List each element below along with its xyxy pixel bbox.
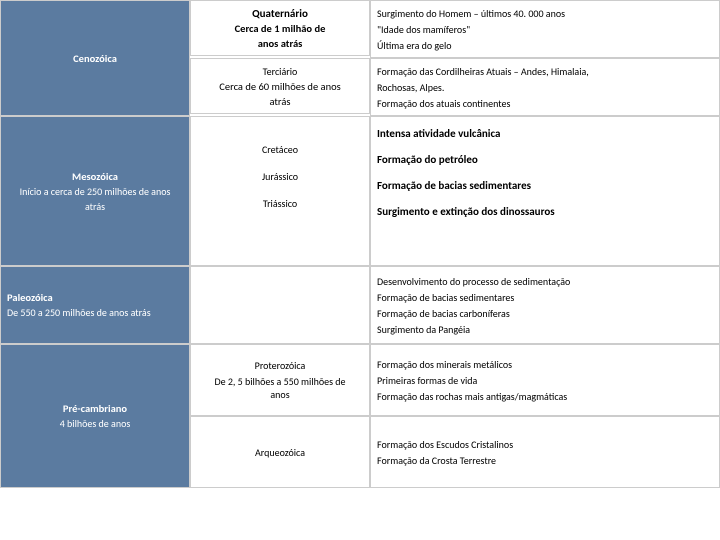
period-sub: Cerca de 1 milhão de: [235, 22, 326, 35]
event-line: Intensa atividade vulcânica: [377, 127, 713, 140]
era-precambriano: Pré-cambriano 4 bilhões de anos: [0, 344, 190, 488]
era-mesozoica: Mesozóica Início a cerca de 250 milhões …: [0, 116, 190, 266]
events-terciario: Formação das Cordilheiras Atuais – Andes…: [370, 58, 720, 116]
events-mesozoica: Intensa atividade vulcânica Formação do …: [370, 116, 720, 266]
event-line: Formação do petróleo: [377, 153, 713, 166]
era-sub: De 550 a 250 milhões de anos atrás: [7, 306, 151, 319]
period-heading: Terciário: [263, 65, 298, 78]
period-quaternario: Quaternário Cerca de 1 milhão de anos at…: [190, 0, 370, 56]
era-label: Mesozóica: [72, 170, 118, 183]
era-sub: Início a cerca de 250 milhões de anos: [20, 185, 171, 198]
era-label: Cenozóica: [73, 52, 117, 65]
event-line: Desenvolvimento do processo de sedimenta…: [377, 275, 713, 288]
period-proterozoica: Proterozóica De 2, 5 bilhões a 550 milhõ…: [190, 344, 370, 416]
era-label: Paleozóica: [7, 291, 53, 304]
event-line: Formação de bacias sedimentares: [377, 179, 713, 192]
events-quaternario: Surgimento do Homem – últimos 40. 000 an…: [370, 0, 720, 58]
event-line: Formação dos Escudos Cristalinos: [377, 438, 713, 451]
event-line: Formação das Cordilheiras Atuais – Andes…: [377, 65, 713, 78]
period-heading: Quaternário: [252, 7, 308, 20]
event-line: Formação da Crosta Terrestre: [377, 454, 713, 467]
period-heading: Proterozóica: [255, 359, 306, 372]
geologic-eras-table: Cenozóica Quaternário Cerca de 1 milhão …: [0, 0, 720, 488]
events-proterozoica: Formação dos minerais metálicos Primeira…: [370, 344, 720, 416]
event-line: Formação dos minerais metálicos: [377, 358, 713, 371]
era-sub: 4 bilhões de anos: [60, 417, 131, 430]
period-name: Cretáceo: [262, 143, 298, 156]
period-name: Jurássico: [262, 170, 298, 183]
period-sub: anos: [270, 388, 289, 401]
period-arqueozoica: Arqueozóica: [190, 416, 370, 488]
era-paleozoica: Paleozóica De 550 a 250 milhões de anos …: [0, 266, 190, 344]
event-line: Última era do gelo: [377, 39, 713, 52]
periods-mesozoica: Cretáceo Jurássico Triássico: [190, 116, 370, 266]
event-line: Formação de bacias sedimentares: [377, 291, 713, 304]
event-line: "Idade dos mamíferos": [377, 23, 713, 36]
event-line: Primeiras formas de vida: [377, 374, 713, 387]
event-line: Surgimento e extinção dos dinossauros: [377, 205, 713, 218]
era-cenozoica: Cenozóica: [0, 0, 190, 116]
period-sub: atrás: [269, 95, 290, 108]
period-name: Triássico: [263, 197, 297, 210]
event-line: Surgimento da Pangéia: [377, 323, 713, 336]
event-line: Formação das rochas mais antigas/magmáti…: [377, 390, 713, 403]
events-paleozoica: Desenvolvimento do processo de sedimenta…: [370, 266, 720, 344]
event-line: Formação dos atuais continentes: [377, 97, 713, 110]
period-heading: Arqueozóica: [255, 446, 305, 459]
era-sub: atrás: [85, 200, 105, 213]
period-sub: anos atrás: [258, 37, 303, 50]
events-arqueozoica: Formação dos Escudos Cristalinos Formaçã…: [370, 416, 720, 488]
period-sub: Cerca de 60 milhões de anos: [219, 80, 341, 93]
event-line: Formação de bacias carboníferas: [377, 307, 713, 320]
period-sub: De 2, 5 bilhões a 550 milhões de: [214, 375, 345, 388]
event-line: Rochosas, Alpes.: [377, 81, 713, 94]
period-terciario: Terciário Cerca de 60 milhões de anos at…: [190, 58, 370, 114]
period-paleozoica-empty: [190, 266, 370, 344]
era-label: Pré-cambriano: [63, 402, 127, 415]
event-line: Surgimento do Homem – últimos 40. 000 an…: [377, 7, 713, 20]
